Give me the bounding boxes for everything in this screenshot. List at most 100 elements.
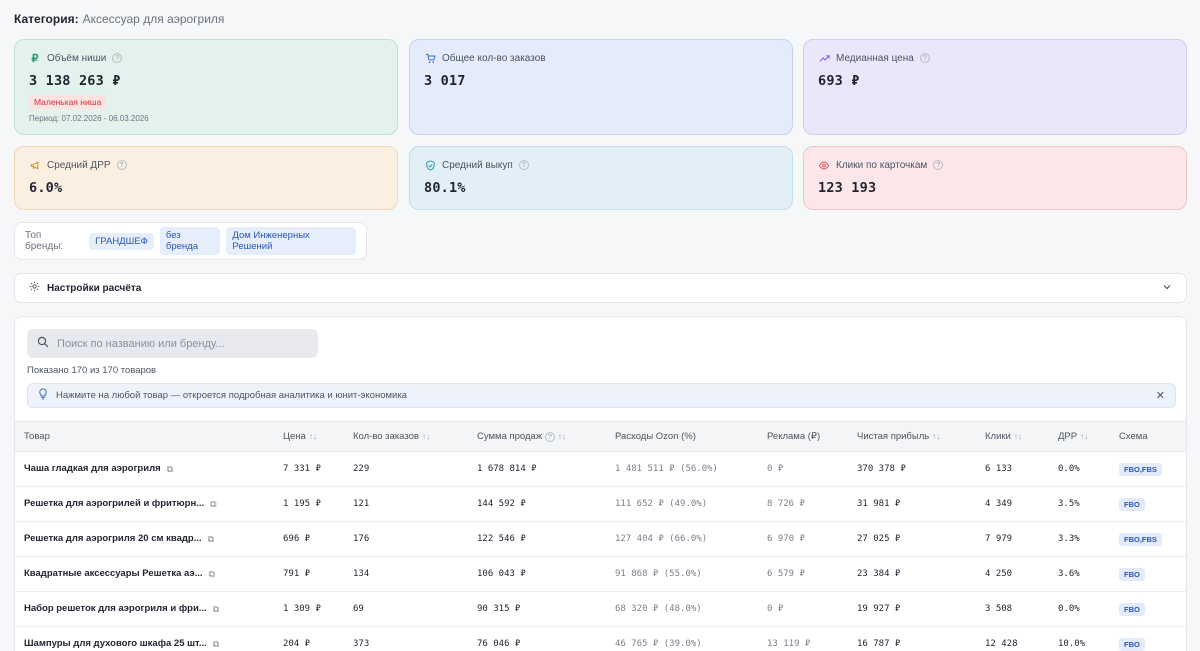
col-sales[interactable]: Сумма продаж ? ↑↓ — [468, 421, 606, 452]
table-row[interactable]: Чаша гладкая для аэрогриля ⧉ 7 331 ₽229 1 6… — [15, 451, 1186, 487]
cell-price: 1 195 ₽ — [274, 486, 344, 522]
cell-clicks: 4 349 — [976, 486, 1049, 522]
cell-ozon-costs: 46 765 ₽ (39.0%) — [606, 626, 758, 651]
table-row[interactable]: Решетка для аэрогрилей и фритюрн... ⧉ 1 19… — [15, 486, 1186, 522]
cell-price: 204 ₽ — [274, 626, 344, 651]
brand-chip[interactable]: без бренда — [159, 227, 221, 255]
external-link-icon[interactable]: ⧉ — [208, 568, 215, 579]
card-clicks-card: Клики по карточкам? 123 193 — [803, 146, 1187, 210]
cell-sales: 144 592 ₽ — [468, 486, 606, 522]
cell-price: 791 ₽ — [274, 556, 344, 592]
schema-badge: FBO — [1119, 637, 1145, 651]
cell-profit: 16 787 ₽ — [848, 626, 976, 651]
category-value: Аксессуар для аэрогриля — [82, 12, 225, 26]
card-value: 123 193 — [818, 180, 877, 196]
table-row[interactable]: Набор решеток для аэрогриля и фри... ⧉ 1 3… — [15, 591, 1186, 627]
gear-icon — [29, 281, 40, 295]
external-link-icon[interactable]: ⧉ — [212, 638, 220, 649]
cell-schema: FBO — [1110, 556, 1186, 592]
external-link-icon[interactable]: ⧉ — [166, 463, 174, 474]
schema-badge: FBO — [1119, 497, 1145, 511]
search-box[interactable] — [27, 329, 318, 358]
megaphone-icon — [29, 159, 41, 171]
cell-clicks: 4 250 — [976, 556, 1049, 592]
hint-text: Нажмите на любой товар — откроется подро… — [56, 390, 407, 401]
cell-ads: 0 ₽ — [758, 451, 848, 487]
help-icon[interactable]: ? — [116, 160, 127, 170]
sort-icon: ↑↓ — [1013, 432, 1022, 441]
cell-product-name: Решетка для аэрогриля 20 см квадр... ⧉ — [15, 521, 274, 557]
cell-profit: 27 025 ₽ — [848, 521, 976, 557]
calc-settings-toggle[interactable]: Настройки расчёта — [14, 273, 1187, 303]
help-icon: ? — [544, 432, 555, 443]
table-header-row: Товар Цена ↑↓ Кол-во заказов ↑↓ Сумма прод… — [15, 421, 1186, 452]
cell-sales: 1 678 814 ₽ — [468, 451, 606, 487]
search-input[interactable] — [57, 337, 297, 350]
col-orders[interactable]: Кол-во заказов ↑↓ — [344, 421, 468, 452]
sort-icon: ↑↓ — [308, 432, 317, 441]
card-value: 80.1% — [424, 180, 466, 196]
cell-ads: 0 ₽ — [758, 591, 848, 627]
sort-icon: ↑↓ — [421, 432, 430, 441]
brand-chip[interactable]: ГРАНДШЕФ — [89, 232, 154, 250]
help-icon[interactable]: ? — [919, 53, 930, 63]
close-icon[interactable]: ✕ — [1155, 390, 1165, 402]
top-brands-label: Топ бренды: — [25, 230, 64, 252]
sort-icon: ↑↓ — [932, 432, 941, 441]
table-row[interactable]: Квадратные аксессуары Решетка аэ... ⧉ 791 … — [15, 556, 1186, 592]
sort-icon: ↑↓ — [557, 431, 566, 441]
schema-badge: FBO — [1119, 602, 1145, 616]
card-value: 693 ₽ — [818, 73, 860, 89]
hint-banner: Нажмите на любой товар — откроется подро… — [27, 383, 1176, 408]
category-line: Категория: Аксессуар для аэрогриля — [14, 12, 224, 26]
table-row[interactable]: Решетка для аэрогриля 20 см квадр... ⧉ 696… — [15, 521, 1186, 557]
top-brands: Топ бренды: ГРАНДШЕФ без бренда Дом Инже… — [14, 222, 367, 260]
schema-badge: FBO,FBS — [1119, 532, 1162, 546]
cell-orders: 229 — [344, 451, 468, 487]
cell-sales: 90 315 ₽ — [468, 591, 606, 627]
external-link-icon[interactable]: ⧉ — [207, 533, 215, 544]
card-value: 3 017 — [424, 73, 466, 89]
external-link-icon[interactable]: ⧉ — [212, 603, 220, 614]
card-title: Общее кол-во заказов — [442, 52, 546, 64]
cell-clicks: 3 508 — [976, 591, 1049, 627]
col-clicks[interactable]: Клики ↑↓ — [976, 421, 1049, 452]
cell-ozon-costs: 127 404 ₽ (66.0%) — [606, 521, 758, 557]
cell-schema: FBO — [1110, 486, 1186, 522]
eye-icon — [818, 159, 830, 171]
cell-drr: 0.0% — [1049, 591, 1110, 627]
products-table: Товар Цена ↑↓ Кол-во заказов ↑↓ Сумма прод… — [15, 421, 1186, 651]
cell-profit: 23 384 ₽ — [848, 556, 976, 592]
search-icon — [37, 336, 49, 351]
schema-badge: FBO — [1119, 567, 1145, 581]
ruble-icon: ₽ — [31, 52, 39, 65]
median-price-card: Медианная цена? 693 ₽ — [803, 39, 1187, 135]
trend-up-icon — [818, 52, 830, 64]
cell-price: 696 ₽ — [274, 521, 344, 557]
help-icon[interactable]: ? — [933, 160, 944, 170]
help-icon[interactable]: ? — [518, 160, 529, 170]
sort-icon: ↑↓ — [1080, 432, 1089, 441]
help-icon[interactable]: ? — [112, 53, 123, 63]
cell-drr: 3.3% — [1049, 521, 1110, 557]
card-title: Клики по карточкам — [836, 159, 928, 171]
cell-ads: 13 119 ₽ — [758, 626, 848, 651]
cell-ads: 8 726 ₽ — [758, 486, 848, 522]
external-link-icon[interactable]: ⧉ — [210, 498, 217, 509]
col-price[interactable]: Цена ↑↓ — [274, 421, 344, 452]
cell-profit: 31 981 ₽ — [848, 486, 976, 522]
card-value: 3 138 263 ₽ — [29, 73, 121, 89]
cell-ads: 6 970 ₽ — [758, 521, 848, 557]
col-profit[interactable]: Чистая прибыль ↑↓ — [848, 421, 976, 452]
col-schema: Схема — [1110, 421, 1186, 452]
col-drr[interactable]: ДРР ↑↓ — [1049, 421, 1110, 452]
table-row[interactable]: Шампуры для духового шкафа 25 шт... ⧉ 204 … — [15, 626, 1186, 651]
cell-product-name: Набор решеток для аэрогриля и фри... ⧉ — [15, 591, 274, 627]
card-title: Объём ниши — [47, 52, 107, 64]
cell-ozon-costs: 91 868 ₽ (55.0%) — [606, 556, 758, 592]
niche-size-badge: Маленькая ниша — [29, 95, 107, 109]
shield-check-icon — [424, 159, 436, 171]
results-count: Показано 170 из 170 товаров — [27, 365, 157, 376]
chevron-down-icon — [1162, 282, 1172, 295]
brand-chip[interactable]: Дом Инженерных Решений — [226, 227, 357, 255]
